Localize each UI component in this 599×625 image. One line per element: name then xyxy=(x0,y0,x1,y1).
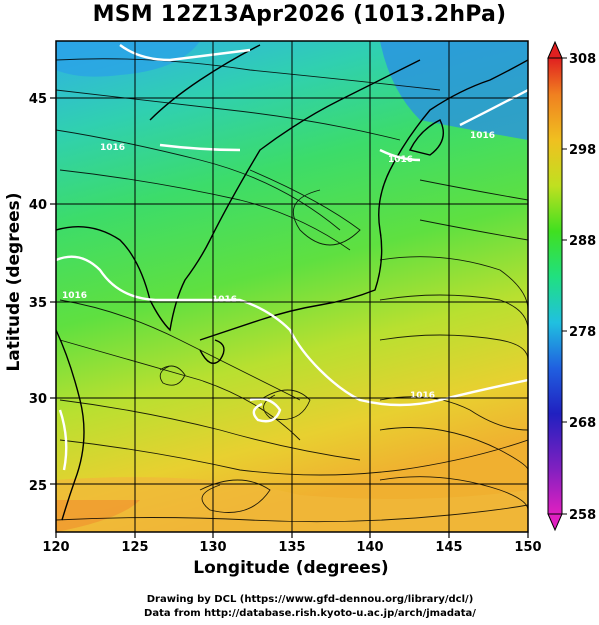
colorbar-tick-label: 278 xyxy=(569,325,596,340)
colorbar-min-arrow xyxy=(547,513,563,532)
colorbar-tick-label: 298 xyxy=(569,143,596,158)
coastline-lines xyxy=(56,44,528,521)
colorbar-tick-label: 288 xyxy=(569,234,596,249)
y-tick-label: 35 xyxy=(29,296,47,311)
colorbar-tick-label: 308 xyxy=(569,52,596,67)
x-tick-label: 150 xyxy=(514,540,541,555)
y-tick-label: 30 xyxy=(29,392,47,407)
y-tick-label: 40 xyxy=(29,198,47,213)
x-axis-label: Longitude (degrees) xyxy=(193,558,389,578)
map-field: 1016 1016 1016 1016 1016 1016 xyxy=(56,41,528,532)
y-axis-label: Latitude (degrees) xyxy=(4,192,24,372)
credit-drawing: Drawing by DCL (https://www.gfd-dennou.o… xyxy=(146,594,474,605)
x-tick-label: 140 xyxy=(356,540,383,555)
isobar-contours xyxy=(56,44,528,471)
x-tick-label: 135 xyxy=(278,540,305,555)
x-tick-label: 130 xyxy=(199,540,226,555)
axis-ticks xyxy=(50,97,529,538)
contour-label: 1016 xyxy=(62,291,87,301)
streamlines xyxy=(56,58,528,523)
x-tick-label: 145 xyxy=(435,540,462,555)
x-tick-label: 125 xyxy=(121,540,148,555)
x-tick-label: 120 xyxy=(42,540,69,555)
chart-title: MSM 12Z13Apr2026 (1013.2hPa) xyxy=(92,2,507,27)
colorbar-tick-label: 258 xyxy=(569,508,596,523)
colorbar-max-arrow xyxy=(547,40,563,59)
contour-label: 1016 xyxy=(470,131,495,141)
contour-label: 1016 xyxy=(410,391,435,401)
contour-label: 1016 xyxy=(100,143,125,153)
y-tick-label: 25 xyxy=(29,479,47,494)
colorbar-tick-label: 268 xyxy=(569,416,596,431)
colorbar xyxy=(547,40,567,532)
contour-label: 1016 xyxy=(388,155,413,165)
y-tick-label: 45 xyxy=(29,92,47,107)
contour-label: 1016 xyxy=(212,295,237,305)
credit-data: Data from http://database.rish.kyoto-u.a… xyxy=(144,608,476,619)
lat-lon-grid xyxy=(56,41,528,532)
contour-labels: 1016 1016 1016 1016 1016 1016 xyxy=(62,131,495,401)
